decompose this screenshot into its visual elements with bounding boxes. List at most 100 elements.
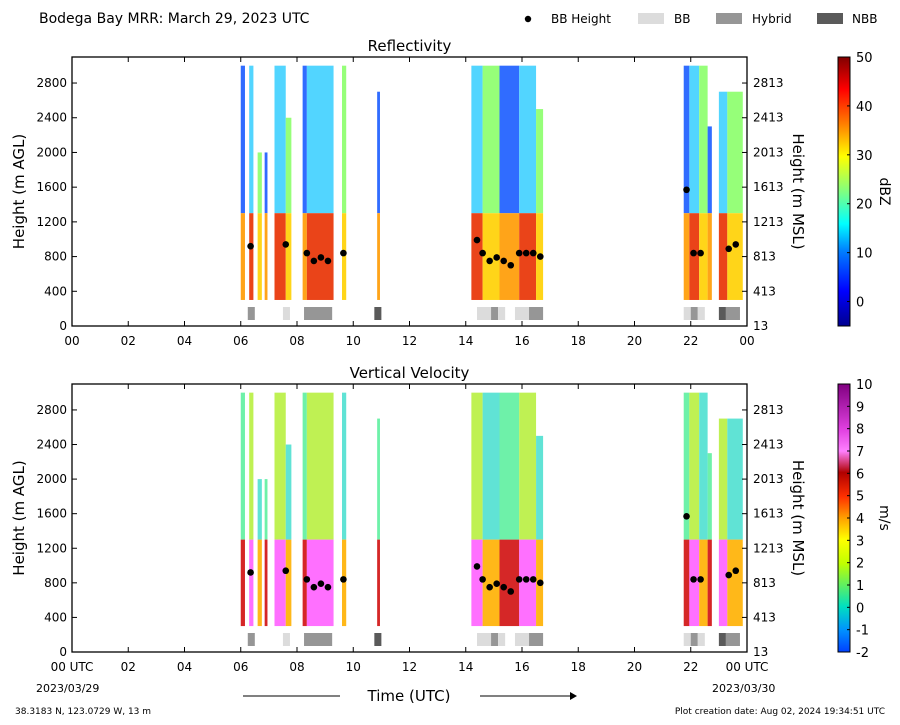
bb-height-point xyxy=(500,257,508,265)
x-tick-label: 02 xyxy=(121,660,136,674)
bb-height-point xyxy=(536,579,544,587)
y-axis-label: Height (m AGL) xyxy=(10,460,28,575)
x-tick-label: 04 xyxy=(177,334,192,348)
field-column-lower xyxy=(499,539,520,627)
colorbar-tick-label: 40 xyxy=(856,100,873,115)
field-column-lower xyxy=(707,539,712,627)
bb-type-bars xyxy=(247,633,740,646)
colorbar-tick-label: -2 xyxy=(856,646,869,661)
bb-type-bar-nbb xyxy=(718,633,726,646)
x-tick-label: 16 xyxy=(514,660,529,674)
bb-type-bar-hybrid xyxy=(690,307,698,320)
y-tick-label: 1600 xyxy=(36,507,67,521)
field-column-lower xyxy=(302,539,307,627)
y-tick-label-right: 413 xyxy=(753,284,776,298)
x-tick-label: 18 xyxy=(571,334,586,348)
vertical-velocity-panel: Vertical Velocity04008001200160020002400… xyxy=(10,364,892,674)
bb-type-bar-hybrid xyxy=(247,633,255,646)
colorbar xyxy=(837,56,851,327)
field-column-upper xyxy=(689,65,700,214)
x-tick-label: 06 xyxy=(233,660,248,674)
field-column-lower xyxy=(683,539,690,627)
bb-height-point xyxy=(479,249,486,257)
field-column-upper xyxy=(699,392,708,540)
field-column-lower xyxy=(257,539,262,627)
bb-type-bar-bb xyxy=(498,633,506,646)
field-column-lower xyxy=(727,539,743,627)
x-tick-label: 16 xyxy=(514,334,529,348)
bb-type-bar-nbb xyxy=(718,307,726,320)
field-column-lower xyxy=(342,539,347,627)
field-column-lower xyxy=(285,213,292,300)
bb-type-bar-nbb xyxy=(374,633,382,646)
field-column-upper xyxy=(240,65,245,214)
field-column-upper xyxy=(683,65,690,214)
y-tick-label: 2400 xyxy=(36,111,67,125)
legend-label: NBB xyxy=(852,12,877,26)
colorbar-tick-label: 3 xyxy=(856,534,864,549)
legend: BB Height BB Hybrid NBB xyxy=(524,12,877,26)
y-tick-label-right: 1613 xyxy=(753,507,784,521)
colorbar-tick-label: 10 xyxy=(856,378,873,393)
colorbar-tick-label: 30 xyxy=(856,149,873,164)
bb-height-point xyxy=(317,580,325,588)
field-column-upper xyxy=(718,418,728,540)
bb-height-point xyxy=(500,583,508,591)
colorbar-tick-label: 20 xyxy=(856,198,873,213)
field-column-upper xyxy=(699,65,708,214)
bb-type-bar-bb xyxy=(477,633,492,646)
bb-height-point xyxy=(303,576,311,583)
y-axis-label-right: Height (m MSL) xyxy=(789,460,807,576)
figure-title: Bodega Bay MRR: March 29, 2023 UTC xyxy=(39,11,310,27)
bb-height-point xyxy=(732,241,740,248)
bb-height-point xyxy=(247,569,254,576)
field-column-upper xyxy=(536,435,544,540)
bb-type-bar-hybrid xyxy=(304,633,333,646)
bb-height-point xyxy=(493,580,500,588)
bb-height-point xyxy=(324,583,332,591)
x-axis-title: Time (UTC) xyxy=(367,687,451,705)
field-column-lower xyxy=(274,539,286,627)
field-column-lower xyxy=(377,213,380,300)
field-column-upper xyxy=(707,126,712,214)
field-column-upper xyxy=(377,91,380,214)
y-tick-label-right: 413 xyxy=(753,610,776,624)
bb-type-bar-hybrid xyxy=(725,307,740,320)
bb-type-bar-bb xyxy=(697,633,705,646)
colorbar-tick-label: 6 xyxy=(856,467,864,482)
y-tick-label-right: 2413 xyxy=(753,111,784,125)
field-column-lower xyxy=(718,539,728,627)
date-end: 2023/03/30 xyxy=(712,682,775,695)
bb-height-point xyxy=(725,245,733,253)
bb-height-point xyxy=(493,254,500,261)
field-column-upper xyxy=(471,65,483,214)
field-column-upper xyxy=(471,392,483,540)
bb-height-point xyxy=(303,249,311,257)
x-tick-label: 22 xyxy=(683,334,698,348)
colorbar-tick-label: 9 xyxy=(856,400,864,415)
bb-height-point xyxy=(324,257,332,265)
field-column-upper xyxy=(377,418,380,540)
bb-height-point xyxy=(529,576,537,583)
x-tick-label: 14 xyxy=(458,334,473,348)
colorbar-tick-label: 10 xyxy=(856,247,873,262)
field-column-lower xyxy=(482,213,500,300)
field-column-lower xyxy=(718,213,728,300)
legend-marker-bb-height xyxy=(524,15,532,23)
bb-height-point xyxy=(340,576,347,583)
bb-height-markers xyxy=(247,186,740,269)
date-start: 2023/03/29 xyxy=(36,682,99,695)
field-column-lower xyxy=(699,213,708,300)
x-tick-label: 08 xyxy=(289,334,304,348)
y-tick-label: 2800 xyxy=(36,403,67,417)
y-tick-label: 400 xyxy=(44,610,67,624)
bb-height-point xyxy=(515,576,523,583)
legend-label: BB Height xyxy=(551,12,611,26)
field-column-upper xyxy=(285,117,292,214)
bb-height-point xyxy=(486,583,493,591)
bb-type-bar-hybrid xyxy=(725,633,740,646)
y-tick-label: 0 xyxy=(59,645,67,659)
legend-label: BB xyxy=(674,12,690,26)
y-tick-label: 1600 xyxy=(36,180,67,194)
bb-type-bar-bb xyxy=(282,307,290,320)
